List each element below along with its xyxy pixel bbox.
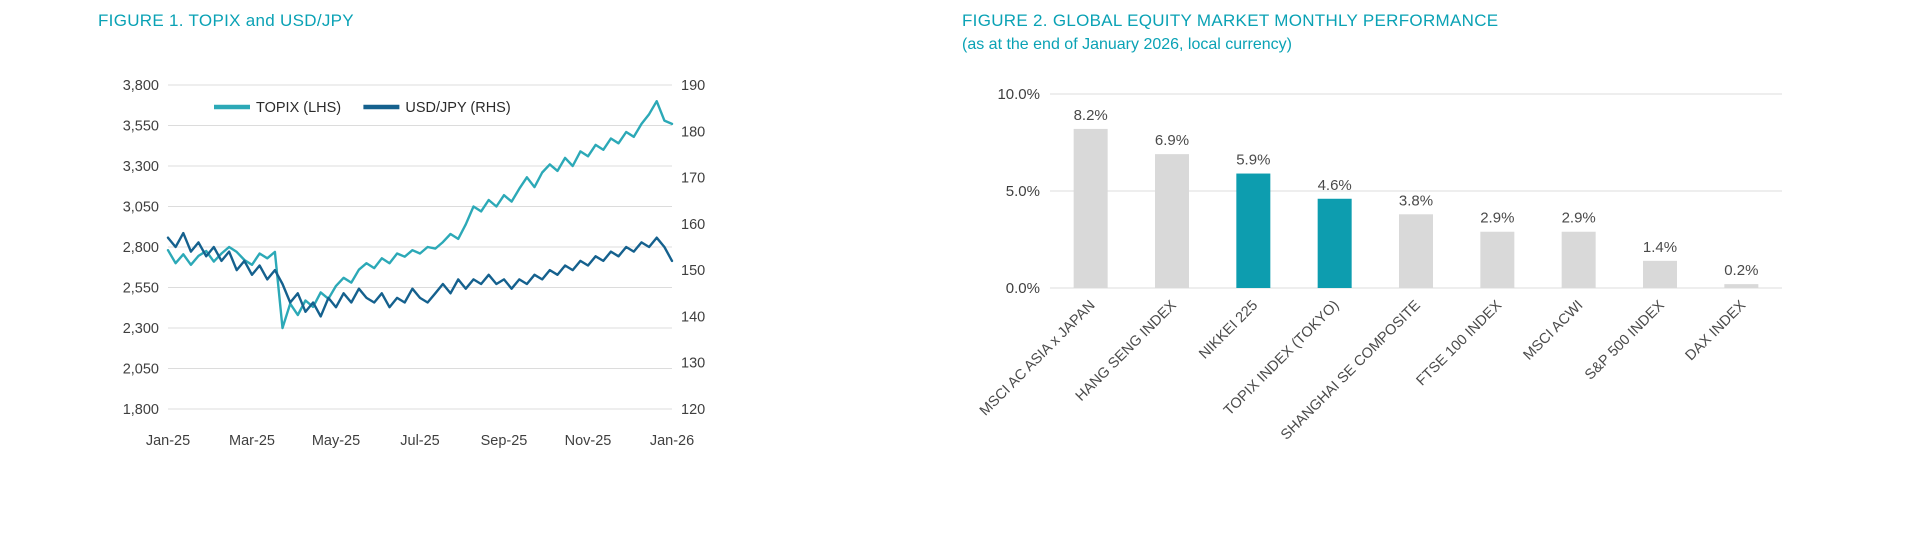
y-right-tick-label: 170	[681, 171, 705, 187]
y-right-tick-label: 190	[681, 78, 705, 94]
figure-2-subtitle: (as at the end of January 2026, local cu…	[962, 36, 1292, 54]
bar-7	[1643, 261, 1677, 289]
figure-2-panel: FIGURE 2. GLOBAL EQUITY MARKET MONTHLY P…	[962, 10, 1842, 453]
y-left-tick-label: 1,800	[123, 402, 159, 418]
bar-value-label: 5.9%	[1236, 152, 1270, 169]
bar-4	[1399, 214, 1433, 289]
bar-value-label: 4.6%	[1318, 177, 1352, 194]
bar-value-label: 2.9%	[1480, 210, 1514, 227]
y-left-tick-label: 2,550	[123, 281, 159, 297]
bar-value-label: 8.2%	[1074, 107, 1108, 124]
bar-6	[1561, 231, 1596, 289]
line-series-topix	[166, 100, 674, 330]
y-left-tick-label: 3,800	[123, 78, 159, 94]
y-left-tick-label: 3,550	[123, 119, 159, 135]
bar-value-label: 3.8%	[1399, 193, 1433, 210]
y-right-tick-label: 150	[681, 263, 705, 279]
y-tick-label: 5.0%	[1006, 183, 1040, 200]
y-left-tick-label: 2,800	[123, 240, 159, 256]
y-left-tick-label: 3,300	[123, 159, 159, 175]
x-tick-label: Jan-25	[146, 433, 190, 449]
bar-5	[1480, 231, 1515, 289]
x-tick-label: Mar-25	[229, 433, 275, 449]
global-equity-bar-chart: 0.0% 5.0% 10.0% 8.2% MSCI AC ASIA x JAPAN 6.9…	[962, 66, 1842, 453]
bar-value-label: 2.9%	[1562, 210, 1596, 227]
bar-0	[1073, 129, 1108, 289]
topix-usdjpy-line-chart: 1,800 2,050 2,300 2,550 2,800 3,050 3,300 3,550…	[98, 59, 798, 464]
y-right-tick-label: 130	[681, 356, 705, 372]
bar-category-label: NIKKEI 225	[1196, 298, 1261, 363]
y-left-tick-label: 3,050	[123, 200, 159, 216]
x-tick-label: Jan-26	[650, 433, 694, 449]
figure-1-panel: FIGURE 1. TOPIX and USD/JPY 1,800 2,050 2,…	[98, 10, 798, 464]
figure-2-title: FIGURE 2. GLOBAL EQUITY MARKET MONTHLY P…	[962, 11, 1499, 30]
topix-usdjpy-line-chart-svg: 1,800 2,050 2,300 2,550 2,800 3,050 3,300 3,550…	[123, 78, 706, 449]
bar-category-label: SHANGHAI SE COMPOSITE	[1278, 298, 1424, 444]
bar-8	[1724, 284, 1759, 289]
x-tick-label: Sep-25	[481, 433, 528, 449]
bar-category-label: FTSE 100 INDEX	[1414, 298, 1506, 390]
y-left-tick-label: 2,300	[123, 321, 159, 337]
y-right-tick-label: 160	[681, 217, 705, 233]
y-right-tick-label: 140	[681, 310, 705, 326]
bar-category-label: MSCI ACWI	[1520, 298, 1586, 364]
line-series-usdjpy	[166, 232, 674, 318]
y-right-tick-label: 180	[681, 125, 705, 141]
bar-category-label: DAX INDEX	[1683, 298, 1750, 365]
x-tick-label: Jul-25	[400, 433, 440, 449]
bar-value-label: 1.4%	[1643, 239, 1677, 256]
y-right-tick-label: 120	[681, 402, 705, 418]
bar-value-label: 6.9%	[1155, 132, 1189, 149]
legend-label: USD/JPY (RHS)	[405, 100, 510, 116]
bar-1	[1155, 154, 1189, 289]
bar-3	[1317, 199, 1352, 289]
bar-category-label: S&P 500 INDEX	[1582, 298, 1668, 384]
bar-2	[1236, 173, 1271, 289]
y-left-tick-label: 2,050	[123, 362, 159, 378]
legend-label: TOPIX (LHS)	[256, 100, 341, 116]
bar-value-label: 0.2%	[1724, 262, 1758, 279]
y-tick-label: 10.0%	[997, 86, 1040, 103]
x-tick-label: Nov-25	[565, 433, 612, 449]
global-equity-bar-chart-svg: 0.0%5.0%10.0%8.2%MSCI AC ASIA x JAPAN6.9…	[977, 86, 1782, 444]
x-tick-label: May-25	[312, 433, 360, 449]
y-tick-label: 0.0%	[1006, 280, 1040, 297]
figure-1-title: FIGURE 1. TOPIX and USD/JPY	[98, 11, 354, 30]
